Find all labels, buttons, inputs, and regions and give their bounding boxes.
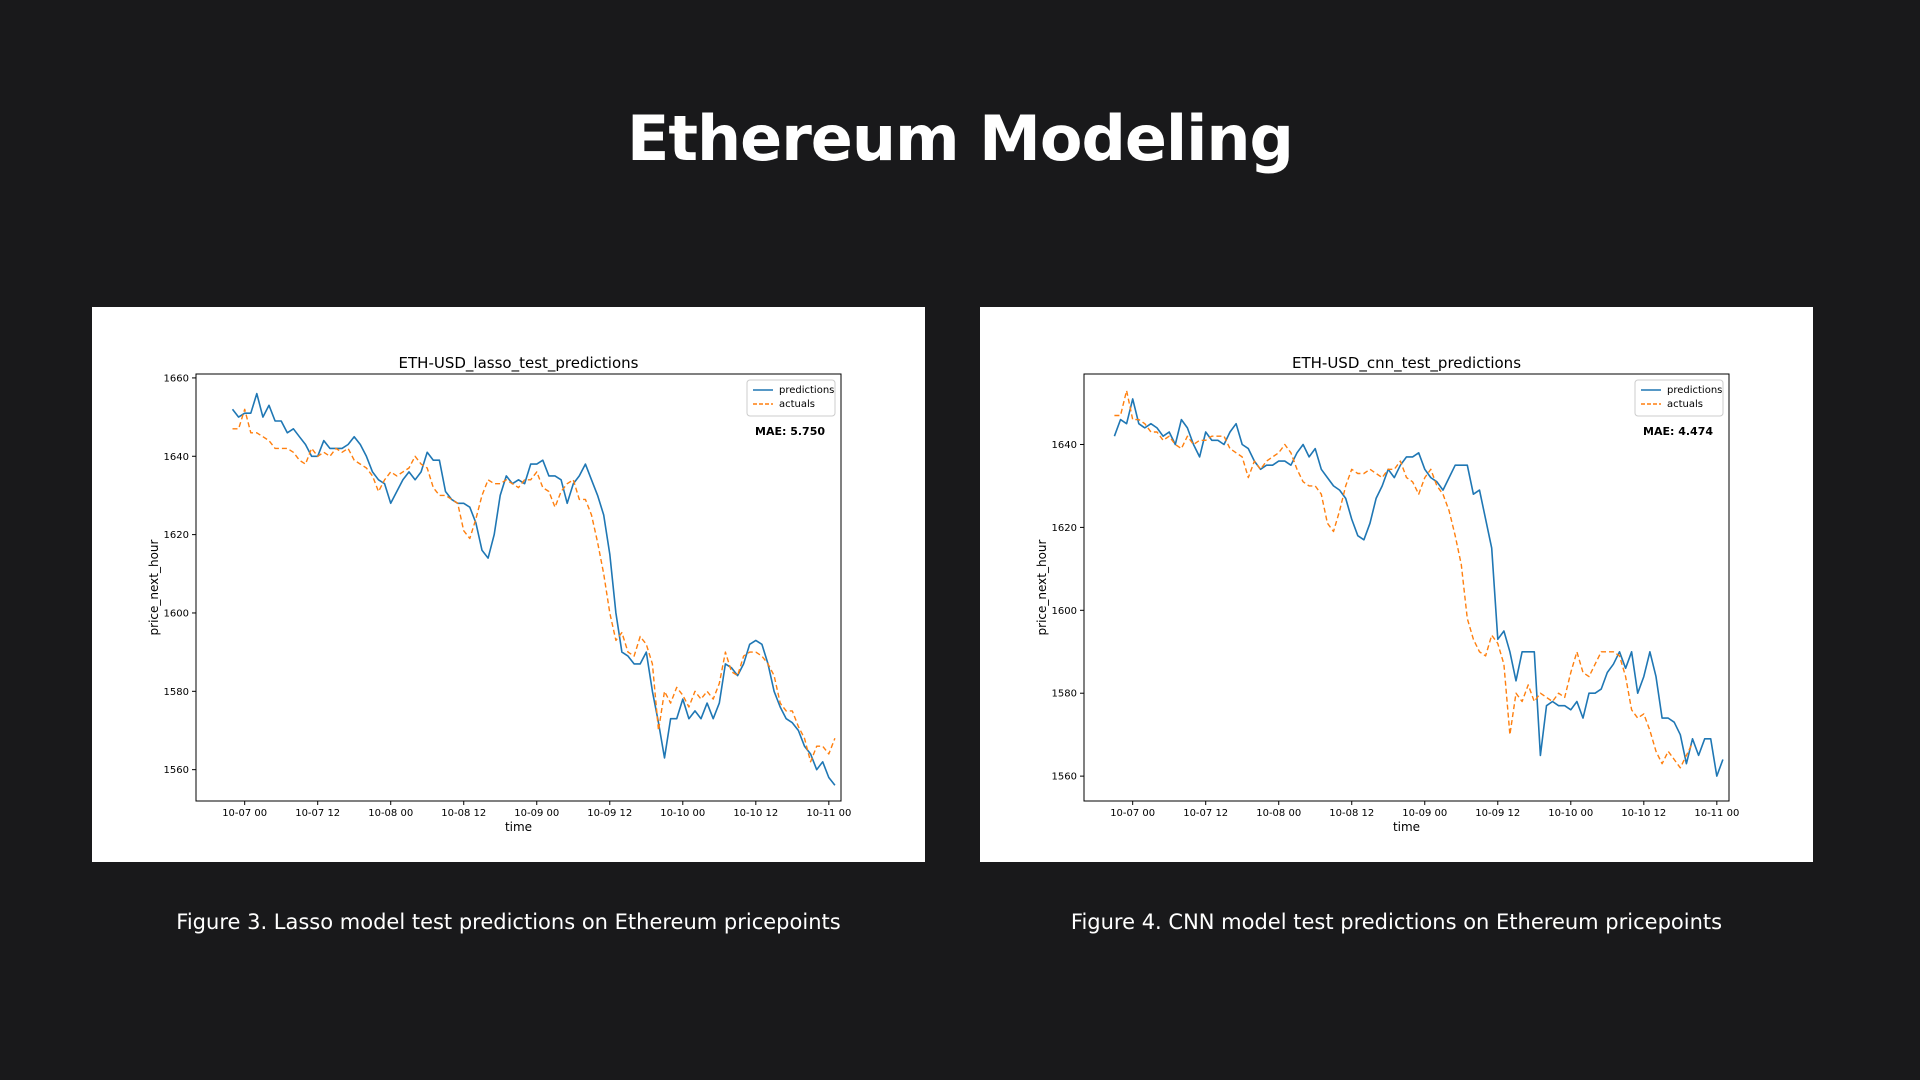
y-tick-label: 1600 bbox=[164, 608, 189, 619]
y-tick-label: 1620 bbox=[164, 530, 189, 541]
x-tick-label: 10-09 00 bbox=[514, 808, 559, 819]
x-tick-label: 10-11 00 bbox=[1694, 808, 1739, 819]
x-tick-label: 10-10 12 bbox=[733, 808, 778, 819]
y-tick-label: 1620 bbox=[1052, 523, 1077, 534]
x-axis-label: time bbox=[505, 820, 532, 834]
x-tick-label: 10-08 00 bbox=[368, 808, 413, 819]
x-tick-label: 10-08 12 bbox=[1329, 808, 1374, 819]
legend-label-actuals: actuals bbox=[1667, 399, 1703, 410]
y-tick-label: 1600 bbox=[1052, 606, 1077, 617]
legend-label-predictions: predictions bbox=[1667, 385, 1722, 396]
mae-annotation: MAE: 4.474 bbox=[1643, 425, 1713, 438]
legend-label-actuals: actuals bbox=[779, 399, 815, 410]
series-predictions-line bbox=[231, 392, 836, 786]
chart-title: ETH-USD_lasso_test_predictions bbox=[399, 354, 639, 373]
x-tick-label: 10-09 12 bbox=[1475, 808, 1520, 819]
x-tick-label: 10-09 00 bbox=[1402, 808, 1447, 819]
chart-title: ETH-USD_cnn_test_predictions bbox=[1292, 354, 1521, 373]
slide-title: Ethereum Modeling bbox=[627, 102, 1294, 175]
x-tick-label: 10-08 00 bbox=[1256, 808, 1301, 819]
x-tick-label: 10-08 12 bbox=[441, 808, 486, 819]
plot-frame bbox=[1083, 373, 1730, 802]
x-tick-label: 10-10 00 bbox=[1548, 808, 1593, 819]
y-tick-label: 1560 bbox=[164, 765, 189, 776]
x-tick-label: 10-11 00 bbox=[806, 808, 851, 819]
mae-annotation: MAE: 5.750 bbox=[755, 425, 825, 438]
y-axis-label: price_next_hour bbox=[1035, 539, 1049, 635]
x-tick-label: 10-07 12 bbox=[295, 808, 340, 819]
y-tick-label: 1640 bbox=[164, 452, 189, 463]
legend: predictions actuals bbox=[746, 379, 836, 417]
legend-label-predictions: predictions bbox=[779, 385, 834, 396]
x-tick-label: 10-09 12 bbox=[587, 808, 632, 819]
legend-box bbox=[1634, 379, 1724, 417]
y-tick-label: 1580 bbox=[1052, 689, 1077, 700]
series-actuals-line bbox=[232, 408, 836, 763]
lasso-caption: Figure 3. Lasso model test predictions o… bbox=[176, 910, 841, 934]
y-tick-label: 1640 bbox=[1052, 440, 1077, 451]
x-tick-label: 10-07 00 bbox=[1110, 808, 1155, 819]
legend: predictions actuals bbox=[1634, 379, 1724, 417]
cnn-caption: Figure 4. CNN model test predictions on … bbox=[1070, 910, 1723, 934]
x-tick-label: 10-10 00 bbox=[660, 808, 705, 819]
legend-box bbox=[746, 379, 836, 417]
plot-frame bbox=[195, 373, 842, 802]
x-tick-label: 10-07 12 bbox=[1183, 808, 1228, 819]
y-tick-label: 1580 bbox=[164, 687, 189, 698]
x-tick-label: 10-07 00 bbox=[222, 808, 267, 819]
x-tick-label: 10-10 12 bbox=[1621, 808, 1666, 819]
series-predictions-line bbox=[1113, 398, 1724, 777]
series-actuals-line bbox=[1114, 389, 1694, 769]
y-tick-label: 1560 bbox=[1052, 772, 1077, 783]
y-tick-label: 1660 bbox=[164, 373, 189, 384]
x-axis-label: time bbox=[1393, 820, 1420, 834]
y-axis-label: price_next_hour bbox=[147, 539, 161, 635]
